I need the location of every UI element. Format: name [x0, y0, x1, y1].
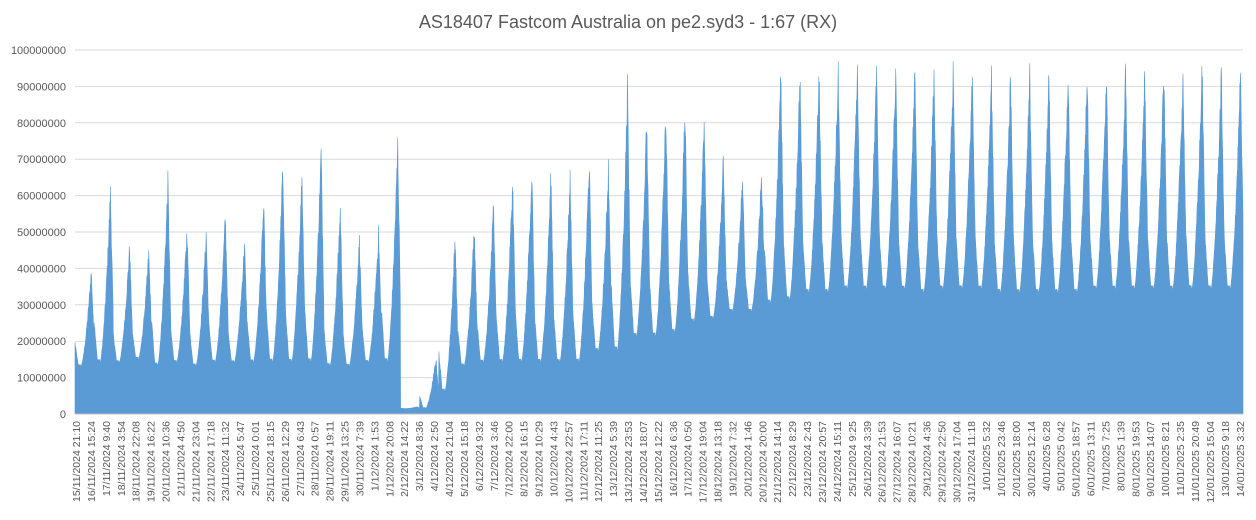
- x-tick-label: 4/12/2024 21:04: [444, 421, 456, 497]
- y-tick-label: 20000000: [17, 336, 66, 348]
- x-tick-label: 22/12/2024 8:29: [787, 421, 799, 497]
- x-tick-label: 29/12/2024 22:50: [936, 421, 948, 503]
- x-tick-label: 1/12/2024 1:53: [369, 421, 381, 491]
- y-tick-label: 70000000: [17, 154, 66, 166]
- x-tick-label: 17/11/2024 9:40: [101, 421, 113, 496]
- x-tick-label: 27/12/2024 16:07: [892, 421, 904, 503]
- x-tick-label: 20/12/2024 20:00: [757, 421, 769, 503]
- x-tick-label: 21/11/2024 23:04: [190, 421, 202, 502]
- y-tick-label: 80000000: [17, 118, 66, 130]
- x-tick-label: 18/11/2024 3:54: [116, 421, 128, 496]
- y-tick-label: 90000000: [17, 81, 66, 93]
- x-tick-label: 18/12/2024 13:18: [713, 421, 725, 503]
- x-tick-label: 15/12/2024 12:22: [653, 421, 665, 503]
- y-tick-label: 40000000: [17, 263, 66, 275]
- x-tick-label: 5/01/2025 18:57: [1071, 421, 1083, 497]
- rx-traffic-area: [74, 61, 1244, 415]
- x-tick-label: 14/12/2024 18:07: [638, 421, 650, 503]
- x-tick-label: 22/11/2024 17:18: [205, 421, 217, 502]
- x-tick-label: 25/12/2024 9:25: [847, 421, 859, 497]
- x-tick-label: 7/12/2024 22:00: [504, 421, 516, 497]
- chart-title: AS18407 Fastcom Australia on pe2.syd3 - …: [418, 12, 838, 32]
- x-tick-label: 30/12/2024 17:04: [951, 421, 963, 503]
- x-tick-label: 4/01/2025 6:28: [1041, 421, 1053, 491]
- x-tick-label: 30/11/2024 7:39: [354, 421, 366, 496]
- y-tick-label: 0: [60, 409, 66, 421]
- x-tick-label: 1/01/2025 5:32: [981, 421, 993, 491]
- x-tick-label: 26/12/2024 21:53: [877, 421, 889, 503]
- x-tick-label: 26/11/2024 12:29: [280, 421, 292, 502]
- x-tick-label: 21/12/2024 14:14: [772, 421, 784, 503]
- x-tick-label: 10/12/2024 4:43: [548, 421, 560, 497]
- x-tick-label: 18/11/2024 22:08: [131, 421, 143, 502]
- x-tick-label: 11/01/2025 20:49: [1190, 421, 1202, 502]
- x-tick-label: 25/11/2024 0:01: [250, 421, 262, 496]
- x-tick-label: 14/01/2025 3:32: [1235, 421, 1247, 497]
- x-tick-label: 7/12/2024 3:46: [489, 421, 501, 491]
- x-tick-label: 23/11/2024 11:32: [220, 421, 232, 501]
- x-tick-label: 1/01/2025 23:46: [996, 421, 1008, 497]
- x-tick-label: 20/11/2024 10:36: [161, 421, 173, 502]
- x-tick-label: 5/01/2025 0:42: [1056, 421, 1068, 491]
- y-tick-label: 100000000: [11, 45, 66, 57]
- y-tick-label: 30000000: [17, 300, 66, 312]
- x-tick-label: 11/12/2024 17:11: [578, 421, 590, 501]
- x-tick-label: 28/11/2024 19:11: [325, 421, 337, 501]
- x-tick-label: 10/12/2024 22:57: [563, 421, 575, 503]
- x-tick-label: 19/11/2024 16:22: [146, 421, 158, 502]
- x-tick-label: 25/11/2024 18:15: [265, 421, 277, 502]
- x-tick-label: 12/12/2024 11:25: [593, 421, 605, 502]
- x-tick-label: 24/11/2024 5:47: [235, 421, 247, 496]
- x-tick-label: 29/12/2024 4:36: [921, 421, 933, 497]
- x-tick-label: 28/12/2024 10:21: [907, 421, 919, 503]
- x-tick-label: 8/01/2025 1:39: [1115, 421, 1127, 491]
- x-tick-label: 26/12/2024 3:39: [862, 421, 874, 497]
- y-tick-label: 10000000: [17, 373, 66, 385]
- x-tick-label: 9/01/2025 14:07: [1145, 421, 1157, 497]
- x-tick-label: 13/12/2024 5:39: [608, 421, 620, 497]
- x-tick-label: 9/12/2024 10:29: [534, 421, 546, 497]
- x-tick-label: 8/01/2025 19:53: [1130, 421, 1142, 497]
- x-tick-label: 7/01/2025 7:25: [1100, 421, 1112, 491]
- x-tick-label: 3/12/2024 8:36: [414, 421, 426, 491]
- x-tick-label: 17/12/2024 0:50: [683, 421, 695, 497]
- x-tick-label: 1/12/2024 20:08: [384, 421, 396, 497]
- x-tick-label: 31/12/2024 11:18: [966, 421, 978, 502]
- x-tick-label: 6/12/2024 9:32: [474, 421, 486, 491]
- x-tick-label: 17/12/2024 19:04: [698, 421, 710, 503]
- x-tick-label: 2/01/2025 18:00: [1011, 421, 1023, 497]
- x-tick-label: 3/01/2025 12:14: [1026, 421, 1038, 497]
- x-tick-label: 20/12/2024 1:46: [742, 421, 754, 497]
- x-tick-label: 15/11/2024 21:10: [71, 421, 83, 502]
- x-tick-label: 13/01/2025 9:18: [1220, 421, 1232, 497]
- x-tick-label: 16/12/2024 6:36: [668, 421, 680, 497]
- x-tick-label: 10/01/2025 8:21: [1160, 421, 1172, 497]
- x-tick-label: 8/12/2024 16:15: [519, 421, 531, 497]
- x-tick-label: 29/11/2024 13:25: [340, 421, 352, 502]
- x-tick-label: 11/01/2025 2:35: [1175, 421, 1187, 496]
- x-tick-label: 27/11/2024 6:43: [295, 421, 307, 496]
- x-tick-label: 5/12/2024 15:18: [459, 421, 471, 497]
- x-tick-label: 23/12/2024 20:57: [817, 421, 829, 503]
- x-tick-label: 2/12/2024 14:22: [399, 421, 411, 497]
- y-tick-label: 50000000: [17, 227, 66, 239]
- x-tick-label: 6/01/2025 13:11: [1086, 421, 1098, 496]
- x-tick-label: 4/12/2024 2:50: [429, 421, 441, 491]
- x-tick-label: 19/12/2024 7:32: [727, 421, 739, 497]
- x-tick-label: 28/11/2024 0:57: [310, 421, 322, 496]
- x-tick-label: 16/11/2024 15:24: [86, 421, 98, 502]
- x-tick-label: 12/01/2025 15:04: [1205, 421, 1217, 503]
- x-tick-label: 23/12/2024 2:43: [802, 421, 814, 497]
- x-tick-label: 13/12/2024 23:53: [623, 421, 635, 503]
- y-tick-label: 60000000: [17, 191, 66, 203]
- x-tick-label: 21/11/2024 4:50: [175, 421, 187, 496]
- x-tick-label: 24/12/2024 15:11: [832, 421, 844, 502]
